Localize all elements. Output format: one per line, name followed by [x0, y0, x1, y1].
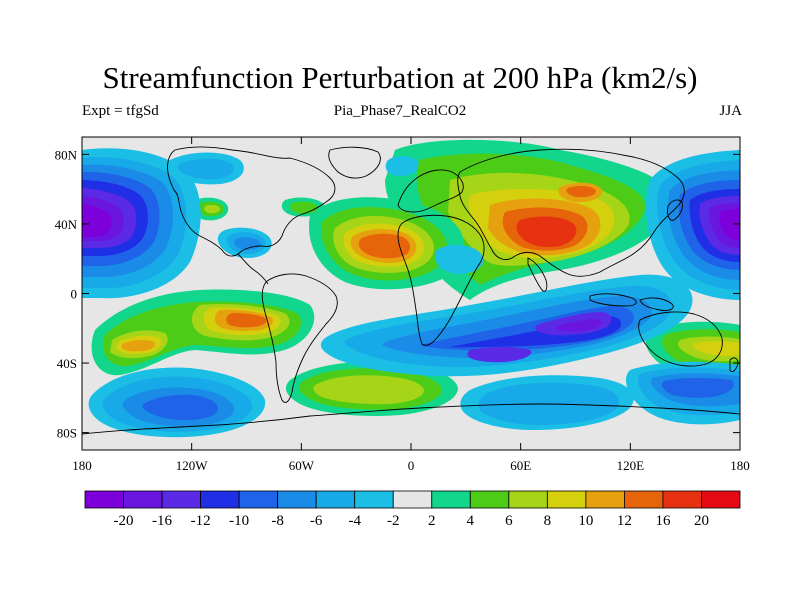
southern-indian-low-contours: [460, 361, 740, 430]
colorbar-swatch: [277, 490, 317, 509]
coastline-japan: [667, 199, 683, 221]
lon-tick-label: 60W: [289, 458, 315, 473]
south-pacific-low-contours: [88, 367, 266, 438]
coastline-layer: [82, 146, 740, 435]
atlantic-high-contours: [309, 197, 465, 290]
colorbar-swatch: [200, 490, 240, 509]
experiment-label: Expt = tfgSd: [82, 103, 159, 119]
indian-ocean-low-contours: [320, 274, 693, 377]
colorbar: -20 -16 -12 -10 -8 -6 -4 -2 2 4 6 8 10 12 16 20: [84, 490, 741, 529]
colorbar-label: 10: [578, 513, 593, 529]
coastline-antarctica: [82, 403, 740, 435]
small-negative-cells: [165, 152, 484, 274]
colorbar-swatch: [585, 490, 625, 509]
lon-tick-label: 60E: [510, 458, 531, 473]
lat-tick-label: 0: [71, 287, 78, 302]
lon-tick-label: 0: [408, 458, 415, 473]
colorbar-swatch: [392, 490, 433, 509]
south-america-high-contours: [91, 289, 315, 376]
lon-tick-label: 180: [730, 458, 750, 473]
coastline-central-america: [237, 253, 269, 285]
colorbar-swatch: [431, 490, 471, 509]
colorbar-label: -6: [310, 513, 323, 529]
coastline-asia: [457, 148, 685, 277]
lon-tick-label: 180: [72, 458, 92, 473]
lat-tick-label: 40N: [55, 217, 78, 232]
colorbar-swatch: [662, 490, 702, 509]
coastline-south-america: [261, 273, 338, 403]
coastline-new-zealand: [729, 357, 739, 373]
colorbar-label: -10: [229, 513, 249, 529]
colorbar-swatch: [315, 490, 356, 509]
colorbar-label: 4: [467, 513, 475, 529]
colorbar-swatch: [84, 490, 124, 509]
colorbar-swatch: [469, 490, 510, 509]
coastline-indonesia: [589, 293, 674, 311]
colorbar-swatch: [546, 490, 587, 509]
lon-tick-label: 120E: [617, 458, 645, 473]
colorbar-swatch: [701, 490, 741, 509]
coastline-north-america: [167, 146, 336, 257]
colorbar-swatch: [161, 490, 201, 509]
coastline-greenland: [328, 146, 381, 179]
lat-tick-label: 80N: [55, 147, 78, 162]
latitude-axis: 80N 40N 0 40S 80S: [55, 147, 740, 441]
season-label: JJA: [719, 103, 742, 119]
colorbar-label: -12: [191, 513, 211, 529]
south-atlantic-high-contours: [285, 361, 458, 416]
colorbar-label: 6: [505, 513, 513, 529]
colorbar-label: -4: [348, 513, 361, 529]
east-pacific-low-contours: [82, 148, 201, 299]
colorbar-label: 16: [655, 513, 671, 529]
west-pacific-low-contours: [645, 150, 740, 300]
colorbar-label: 20: [694, 513, 709, 529]
colorbar-label: 12: [617, 513, 632, 529]
colorbar-label: 8: [544, 513, 552, 529]
colorbar-label: 2: [428, 513, 436, 529]
coastline-europe: [397, 169, 464, 213]
colorbar-label: -20: [114, 513, 134, 529]
coastline-india: [527, 257, 548, 292]
colorbar-swatch: [508, 490, 548, 509]
longitude-axis: 180 120W 60W 0 60E 120E 180: [72, 137, 750, 473]
lat-tick-label: 40S: [57, 356, 77, 371]
colorbar-label: -16: [152, 513, 172, 529]
map-title: Streamfunction Perturbation at 200 hPa (…: [102, 60, 698, 95]
colorbar-label: -8: [271, 513, 284, 529]
coastline-australia: [638, 311, 723, 367]
colorbar-swatch: [238, 490, 279, 509]
coastline-africa: [397, 214, 485, 346]
lat-tick-label: 80S: [57, 426, 77, 441]
contour-fill-layer: [82, 139, 740, 438]
run-label: Pia_Phase7_RealCO2: [333, 103, 467, 119]
colorbar-label: -2: [387, 513, 400, 529]
colorbar-swatch: [624, 490, 664, 509]
colorbar-swatch: [123, 490, 163, 509]
lon-tick-label: 120W: [176, 458, 209, 473]
colorbar-swatch: [354, 490, 394, 509]
